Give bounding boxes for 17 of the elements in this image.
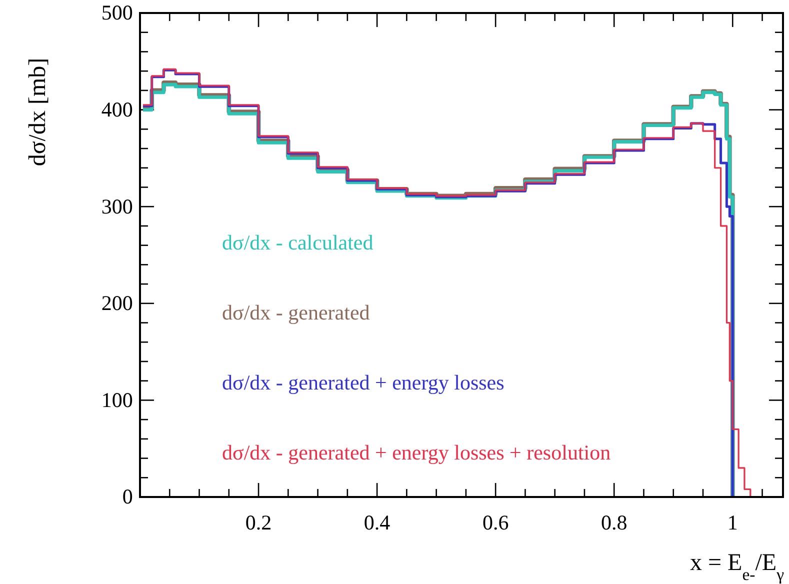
y-tick-label: 0	[122, 484, 133, 509]
y-tick-label: 400	[101, 98, 133, 122]
x-axis-title: x = E$_{e-}$/E$_{γ}$	[690, 550, 785, 584]
x-tick-label: 0.4	[364, 510, 391, 534]
x-tick-label: 0.2	[245, 510, 272, 534]
y-tick-label: 200	[101, 291, 133, 316]
text: dσ/dx - generated	[222, 300, 370, 324]
y-axis-title: dσ/dx [mb]	[25, 58, 52, 166]
text: dσ/dx - generated + energy losses	[222, 370, 504, 394]
text: dσ/dx - generated + energy losses + resolution	[222, 440, 612, 464]
x-tick-label: 1	[727, 510, 738, 534]
y-tick-label: 500	[101, 0, 133, 25]
x-tick-label: 0.8	[600, 510, 628, 534]
x-tick-label: 0.6	[482, 510, 509, 534]
y-tick-label: 100	[101, 388, 133, 412]
y-tick-label: 300	[101, 194, 133, 218]
series-label: dσ/dx - calculated	[222, 230, 374, 254]
